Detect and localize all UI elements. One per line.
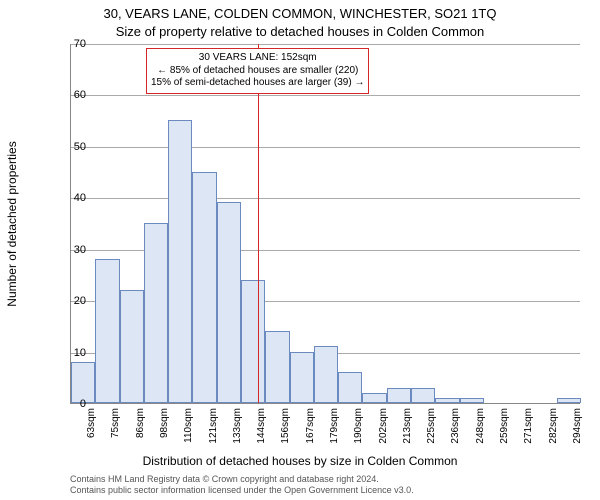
x-tick-label: 225sqm	[426, 408, 437, 444]
x-tick-label: 294sqm	[572, 408, 583, 444]
footer-line1: Contains HM Land Registry data © Crown c…	[70, 474, 580, 485]
annotation-line3: 15% of semi-detached houses are larger (…	[151, 77, 364, 90]
x-tick-label: 202sqm	[378, 408, 389, 444]
histogram-bar	[95, 259, 119, 403]
histogram-bar	[71, 362, 95, 403]
histogram-bar	[241, 280, 265, 403]
y-axis-label: Number of detached properties	[5, 141, 19, 306]
histogram-bar	[387, 388, 411, 403]
x-tick-label: 121sqm	[208, 408, 219, 444]
x-tick-label: 282sqm	[548, 408, 559, 444]
histogram-bar	[362, 393, 386, 403]
histogram-bar	[338, 372, 362, 403]
x-tick-label: 167sqm	[305, 408, 316, 444]
histogram-bar	[435, 398, 459, 403]
annotation-box: 30 VEARS LANE: 152sqm← 85% of detached h…	[146, 48, 369, 94]
histogram-bar	[168, 120, 192, 403]
x-tick-label: 63sqm	[86, 408, 97, 438]
footer-attribution: Contains HM Land Registry data © Crown c…	[70, 474, 580, 496]
x-tick-label: 271sqm	[523, 408, 534, 444]
page-title-line1: 30, VEARS LANE, COLDEN COMMON, WINCHESTE…	[0, 6, 600, 21]
gridline	[71, 198, 580, 199]
x-tick-label: 259sqm	[499, 408, 510, 444]
x-tick-label: 213sqm	[402, 408, 413, 444]
y-tick-label: 20	[74, 295, 86, 307]
y-tick-label: 10	[74, 347, 86, 359]
annotation-line1: 30 VEARS LANE: 152sqm	[151, 52, 364, 65]
reference-line	[258, 44, 259, 403]
x-tick-label: 248sqm	[475, 408, 486, 444]
x-tick-label: 156sqm	[280, 408, 291, 444]
x-tick-label: 86sqm	[135, 408, 146, 438]
histogram-bar	[460, 398, 484, 403]
y-tick-label: 50	[74, 141, 86, 153]
histogram-bar	[144, 223, 168, 403]
histogram-bar	[217, 202, 241, 403]
y-tick-label: 30	[74, 244, 86, 256]
histogram-plot: 30 VEARS LANE: 152sqm← 85% of detached h…	[70, 44, 580, 404]
footer-line2: Contains public sector information licen…	[70, 485, 580, 496]
gridline	[71, 95, 580, 96]
histogram-bar	[557, 398, 581, 403]
page-title-line2: Size of property relative to detached ho…	[0, 24, 600, 39]
y-tick-label: 70	[74, 38, 86, 50]
histogram-bar	[192, 172, 216, 403]
x-tick-label: 75sqm	[110, 408, 121, 438]
x-tick-label: 144sqm	[256, 408, 267, 444]
x-tick-label: 236sqm	[450, 408, 461, 444]
gridline	[71, 44, 580, 45]
x-tick-label: 190sqm	[353, 408, 364, 444]
histogram-bar	[290, 352, 314, 403]
annotation-line2: ← 85% of detached houses are smaller (22…	[151, 65, 364, 78]
x-tick-label: 98sqm	[159, 408, 170, 438]
y-tick-label: 60	[74, 89, 86, 101]
x-tick-label: 179sqm	[329, 408, 340, 444]
gridline	[71, 147, 580, 148]
x-axis-label: Distribution of detached houses by size …	[0, 454, 600, 468]
y-tick-label: 40	[74, 192, 86, 204]
x-tick-label: 110sqm	[183, 408, 194, 443]
histogram-bar	[411, 388, 435, 403]
histogram-bar	[120, 290, 144, 403]
histogram-bar	[265, 331, 289, 403]
histogram-bar	[314, 346, 338, 403]
x-tick-label: 133sqm	[232, 408, 243, 444]
